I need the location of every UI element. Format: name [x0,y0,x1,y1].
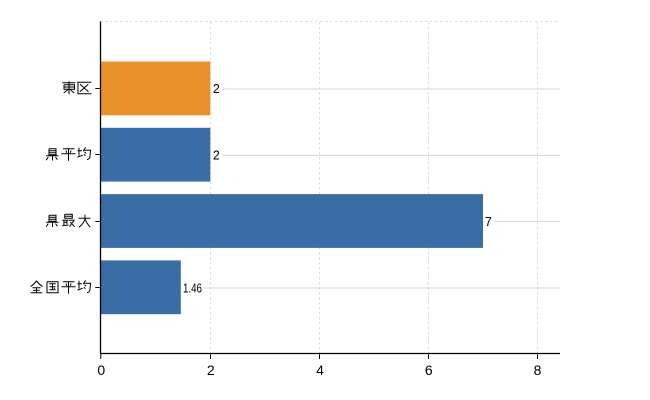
svg-text:7: 7 [485,215,492,229]
svg-text:1.46: 1.46 [183,281,202,295]
svg-text:2: 2 [213,82,220,96]
svg-text:4: 4 [316,362,324,378]
svg-text:2: 2 [213,149,220,163]
svg-text:0: 0 [97,362,105,378]
svg-text:6: 6 [425,362,433,378]
svg-text:8: 8 [534,362,542,378]
svg-text:2: 2 [207,362,215,378]
